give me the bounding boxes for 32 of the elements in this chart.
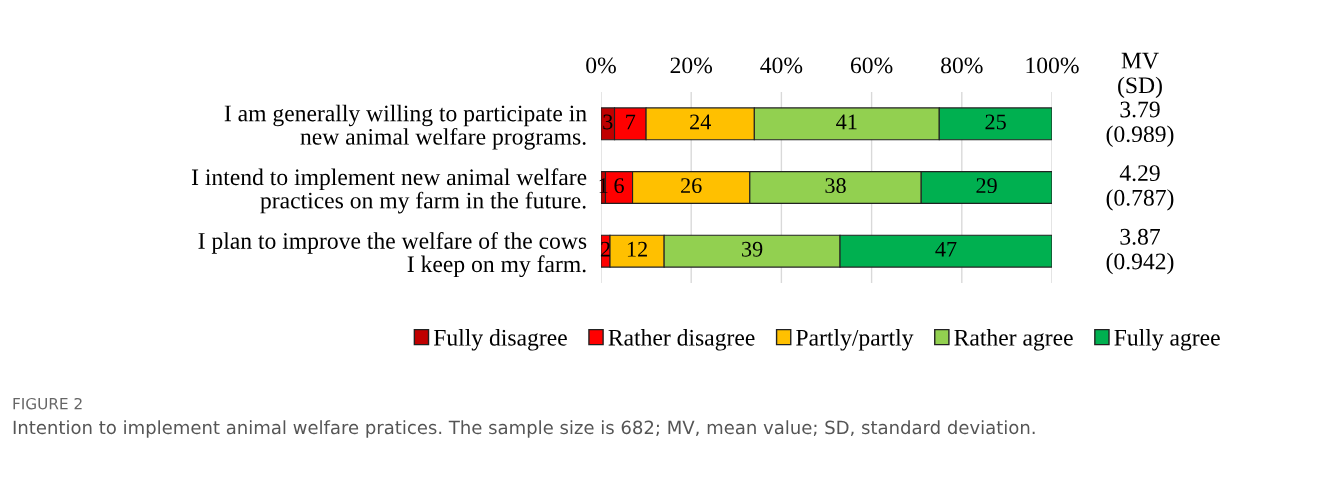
data-label: 38 <box>825 178 846 194</box>
data-label: 39 <box>742 241 763 257</box>
text: 3.79 (0.989) <box>1106 101 1174 147</box>
data-label: 7 <box>626 114 636 130</box>
data-label: 41 <box>836 114 857 130</box>
data-label: 47 <box>935 241 957 257</box>
x-tick-label: 0% <box>586 57 616 74</box>
data-label: 26 <box>681 178 702 194</box>
x-tick-label: 40% <box>760 57 803 74</box>
legend-label: Rather agree <box>954 329 1073 351</box>
text: 4.29 (0.787) <box>1106 165 1174 211</box>
legend-label: Partly/partly <box>796 329 914 351</box>
data-label: 3 <box>603 114 613 130</box>
y-tick-label: I intend to implement new animal welfare practices on my farm in the future. <box>191 168 587 214</box>
x-tick-label: 80% <box>941 57 983 74</box>
text: MV (SD) <box>1118 52 1162 99</box>
text: 3.87 (0.942) <box>1106 228 1174 275</box>
legend-label: Fully agree <box>1114 329 1220 351</box>
data-label: 6 <box>614 178 624 194</box>
x-tick-label: 100% <box>1026 57 1079 74</box>
y-tick-label: I am generally willing to participate in new animal welfare programs. <box>224 104 587 150</box>
x-tick-label: 20% <box>670 57 713 74</box>
data-label: 24 <box>690 114 711 130</box>
data-label: 29 <box>976 178 997 194</box>
data-label: 25 <box>985 114 1006 130</box>
legend-label: Fully disagree <box>433 329 567 351</box>
legend-label: Rather disagree <box>608 329 755 351</box>
data-label: 12 <box>627 241 647 257</box>
x-tick-label: 60% <box>850 57 893 74</box>
caption: FIGURE 2 <box>13 397 82 410</box>
text: Intention to implement animal welfare pratices. The sample size is 682; MV, mean value; SD, standard deviation. <box>13 420 1035 438</box>
y-tick-label: I plan to improve the welfare of the cows I keep on my farm. <box>198 232 587 278</box>
